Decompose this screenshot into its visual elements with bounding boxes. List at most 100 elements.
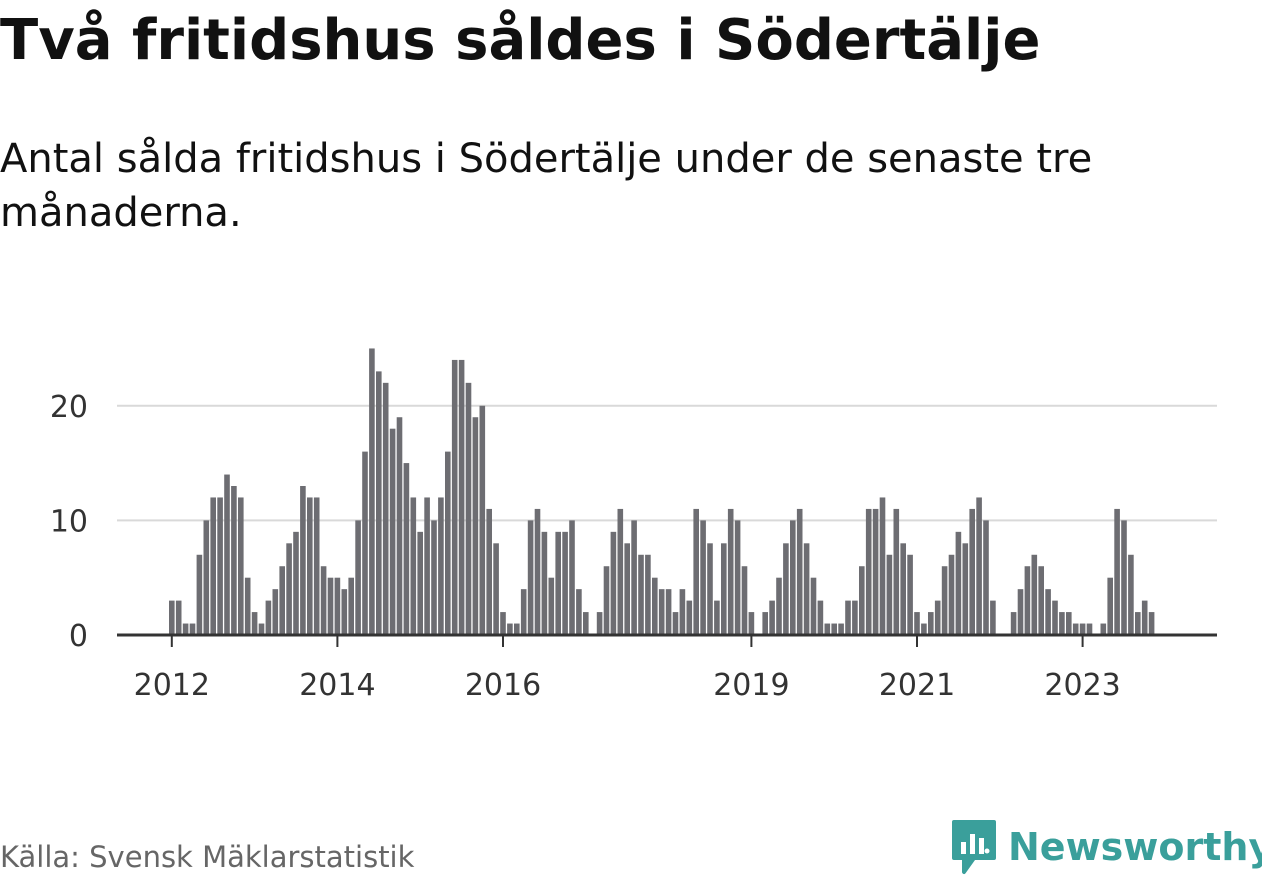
bar (652, 577, 658, 635)
x-tick-label: 2021 (879, 668, 955, 703)
bar (424, 497, 430, 635)
bar (790, 520, 796, 635)
bar (721, 543, 727, 635)
bar (410, 497, 417, 635)
bar (941, 566, 948, 635)
bar (458, 359, 465, 635)
bar (555, 531, 561, 635)
bar (265, 600, 272, 635)
bar (382, 382, 389, 635)
bar (962, 543, 969, 635)
axes (117, 633, 1217, 647)
bar (341, 589, 348, 635)
bar (355, 520, 361, 635)
bar (417, 531, 423, 635)
bar (189, 623, 196, 635)
bar (300, 486, 306, 635)
bar (686, 600, 693, 635)
bar (562, 531, 568, 635)
bar (438, 497, 444, 635)
bar (976, 497, 982, 635)
bar (707, 543, 713, 635)
bar (279, 566, 285, 635)
bar (293, 531, 299, 635)
bar (727, 508, 734, 635)
bar (934, 600, 941, 635)
bar (465, 382, 472, 635)
bar (182, 623, 189, 635)
bar (493, 543, 499, 635)
bar (872, 508, 879, 635)
bar (472, 417, 479, 635)
source-note: Källa: Svensk Mäklarstatistik (0, 840, 415, 874)
bar (645, 554, 651, 635)
y-tick-label: 0 (69, 619, 88, 654)
bar (217, 497, 223, 635)
bar (948, 554, 955, 635)
bar (169, 600, 175, 635)
brand-name: Newsworthy (1008, 825, 1262, 869)
bar (769, 600, 775, 635)
bar (810, 577, 817, 635)
bar (796, 508, 803, 635)
page-title: Två fritidshus såldes i Södertälje (0, 8, 1041, 73)
bar (203, 520, 210, 635)
bar (838, 623, 844, 635)
bar (514, 623, 520, 635)
bar (610, 531, 617, 635)
bar (1100, 623, 1107, 635)
bar (921, 623, 927, 635)
x-tick-label: 2019 (713, 668, 789, 703)
bar (859, 566, 865, 635)
bar (817, 600, 824, 635)
bar (845, 600, 851, 635)
bar (1086, 623, 1093, 635)
bar (583, 612, 589, 635)
bar-chart: 0 10 20 2012 2014 2016 2019 2021 2023 2 (50, 320, 1217, 703)
bar (348, 577, 354, 635)
bar (624, 543, 630, 635)
bar (748, 612, 755, 635)
bar (783, 543, 789, 635)
bar (175, 600, 182, 635)
bar (244, 577, 251, 635)
bar (527, 520, 534, 635)
y-tick-label: 10 (50, 504, 88, 539)
bar (548, 577, 555, 635)
bar (617, 508, 624, 635)
bar (1010, 612, 1017, 635)
bar (231, 486, 237, 635)
bar (1079, 623, 1086, 635)
bar (520, 589, 527, 635)
newsworthy-logo-icon (952, 820, 996, 874)
bar (362, 451, 368, 635)
bar (1141, 600, 1148, 635)
bar (879, 497, 886, 635)
bar (700, 520, 706, 635)
bar (679, 589, 686, 635)
bar (803, 543, 810, 635)
bar (852, 600, 858, 635)
bar (1066, 612, 1072, 635)
x-tick-label: 2014 (299, 668, 375, 703)
bar (286, 543, 292, 635)
bar (665, 589, 672, 635)
bar (396, 417, 403, 635)
bar (983, 520, 989, 635)
bar (741, 566, 748, 635)
bar (445, 451, 451, 635)
bar (672, 612, 679, 635)
bar (1017, 589, 1024, 635)
y-tick-label: 20 (50, 390, 88, 425)
bar (831, 623, 837, 635)
bar (893, 508, 900, 635)
bar (776, 577, 782, 635)
bar (251, 612, 258, 635)
bar (714, 600, 720, 635)
bar (313, 497, 320, 635)
bar (638, 554, 644, 635)
bar (507, 623, 513, 635)
bar (486, 508, 492, 635)
x-tick-label: 2023 (1044, 668, 1120, 703)
x-tick-label: 2016 (465, 668, 541, 703)
